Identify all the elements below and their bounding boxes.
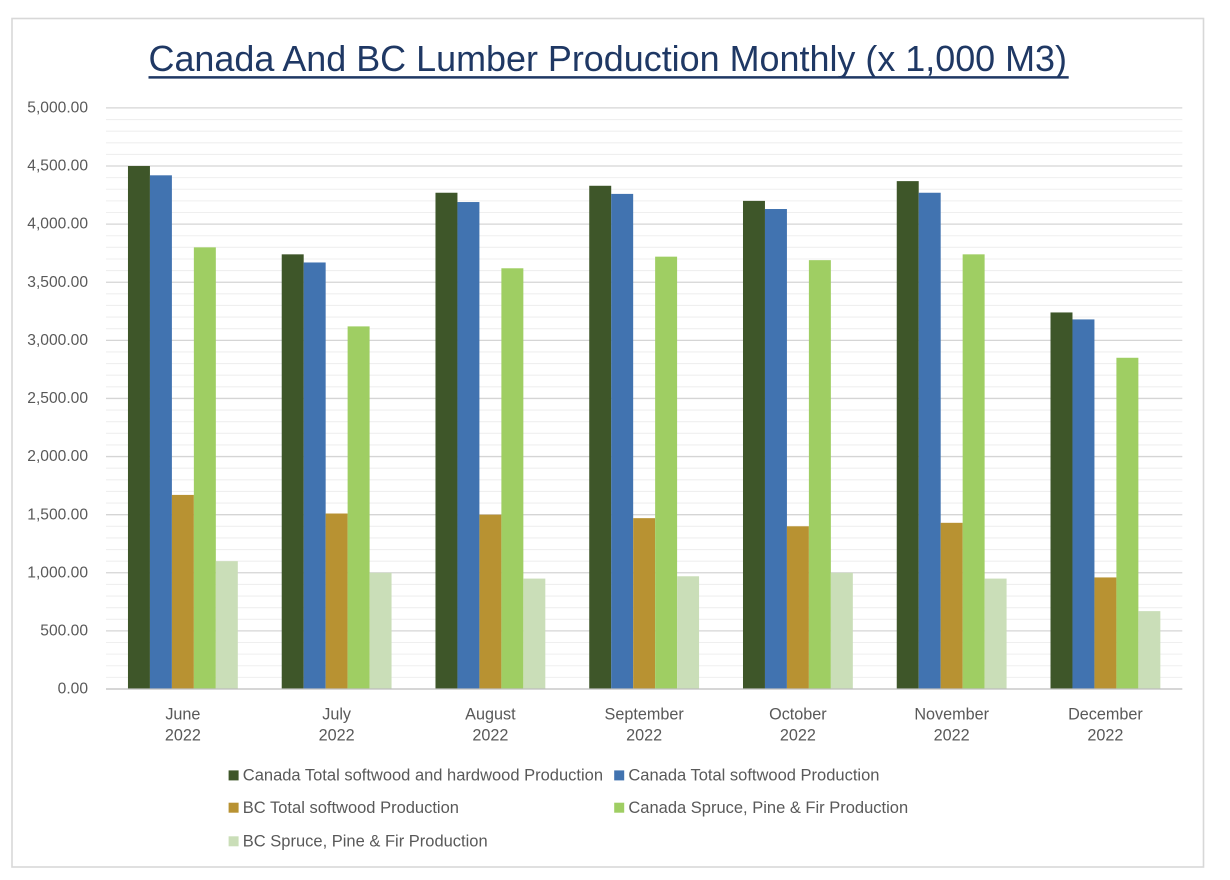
svg-text:1,500.00: 1,500.00 <box>27 506 88 523</box>
svg-text:BC Spruce, Pine & Fir Producti: BC Spruce, Pine & Fir Production <box>243 833 488 851</box>
svg-text:2022: 2022 <box>1087 727 1123 745</box>
svg-text:November: November <box>914 706 989 724</box>
svg-text:2022: 2022 <box>472 727 508 745</box>
svg-text:September: September <box>605 706 685 724</box>
svg-text:5,000.00: 5,000.00 <box>27 100 88 117</box>
svg-text:3,000.00: 3,000.00 <box>27 332 88 349</box>
svg-text:June: June <box>165 706 200 724</box>
svg-text:BC Total softwood Production: BC Total softwood Production <box>243 799 459 817</box>
svg-text:2022: 2022 <box>165 727 201 745</box>
svg-text:2022: 2022 <box>319 727 355 745</box>
svg-text:4,500.00: 4,500.00 <box>27 158 88 175</box>
svg-text:3,500.00: 3,500.00 <box>27 274 88 291</box>
svg-text:December: December <box>1068 706 1143 724</box>
svg-text:2,500.00: 2,500.00 <box>27 390 88 407</box>
svg-text:July: July <box>322 706 352 724</box>
svg-text:Canada Total softwood Producti: Canada Total softwood Production <box>628 767 879 785</box>
svg-text:Canada Spruce, Pine & Fir Prod: Canada Spruce, Pine & Fir Production <box>628 799 908 817</box>
svg-text:2022: 2022 <box>780 727 816 745</box>
svg-text:2022: 2022 <box>626 727 662 745</box>
svg-text:2,000.00: 2,000.00 <box>27 448 88 465</box>
svg-text:4,000.00: 4,000.00 <box>27 216 88 233</box>
svg-text:October: October <box>769 706 827 724</box>
svg-text:Canada And BC Lumber Productio: Canada And BC Lumber Production Monthly … <box>149 38 1068 79</box>
svg-text:Canada Total softwood and hard: Canada Total softwood and hardwood Produ… <box>243 767 603 785</box>
svg-text:500.00: 500.00 <box>40 622 88 639</box>
svg-text:1,000.00: 1,000.00 <box>27 564 88 581</box>
svg-text:0.00: 0.00 <box>58 681 89 698</box>
svg-text:2022: 2022 <box>934 727 970 745</box>
svg-text:August: August <box>465 706 516 724</box>
